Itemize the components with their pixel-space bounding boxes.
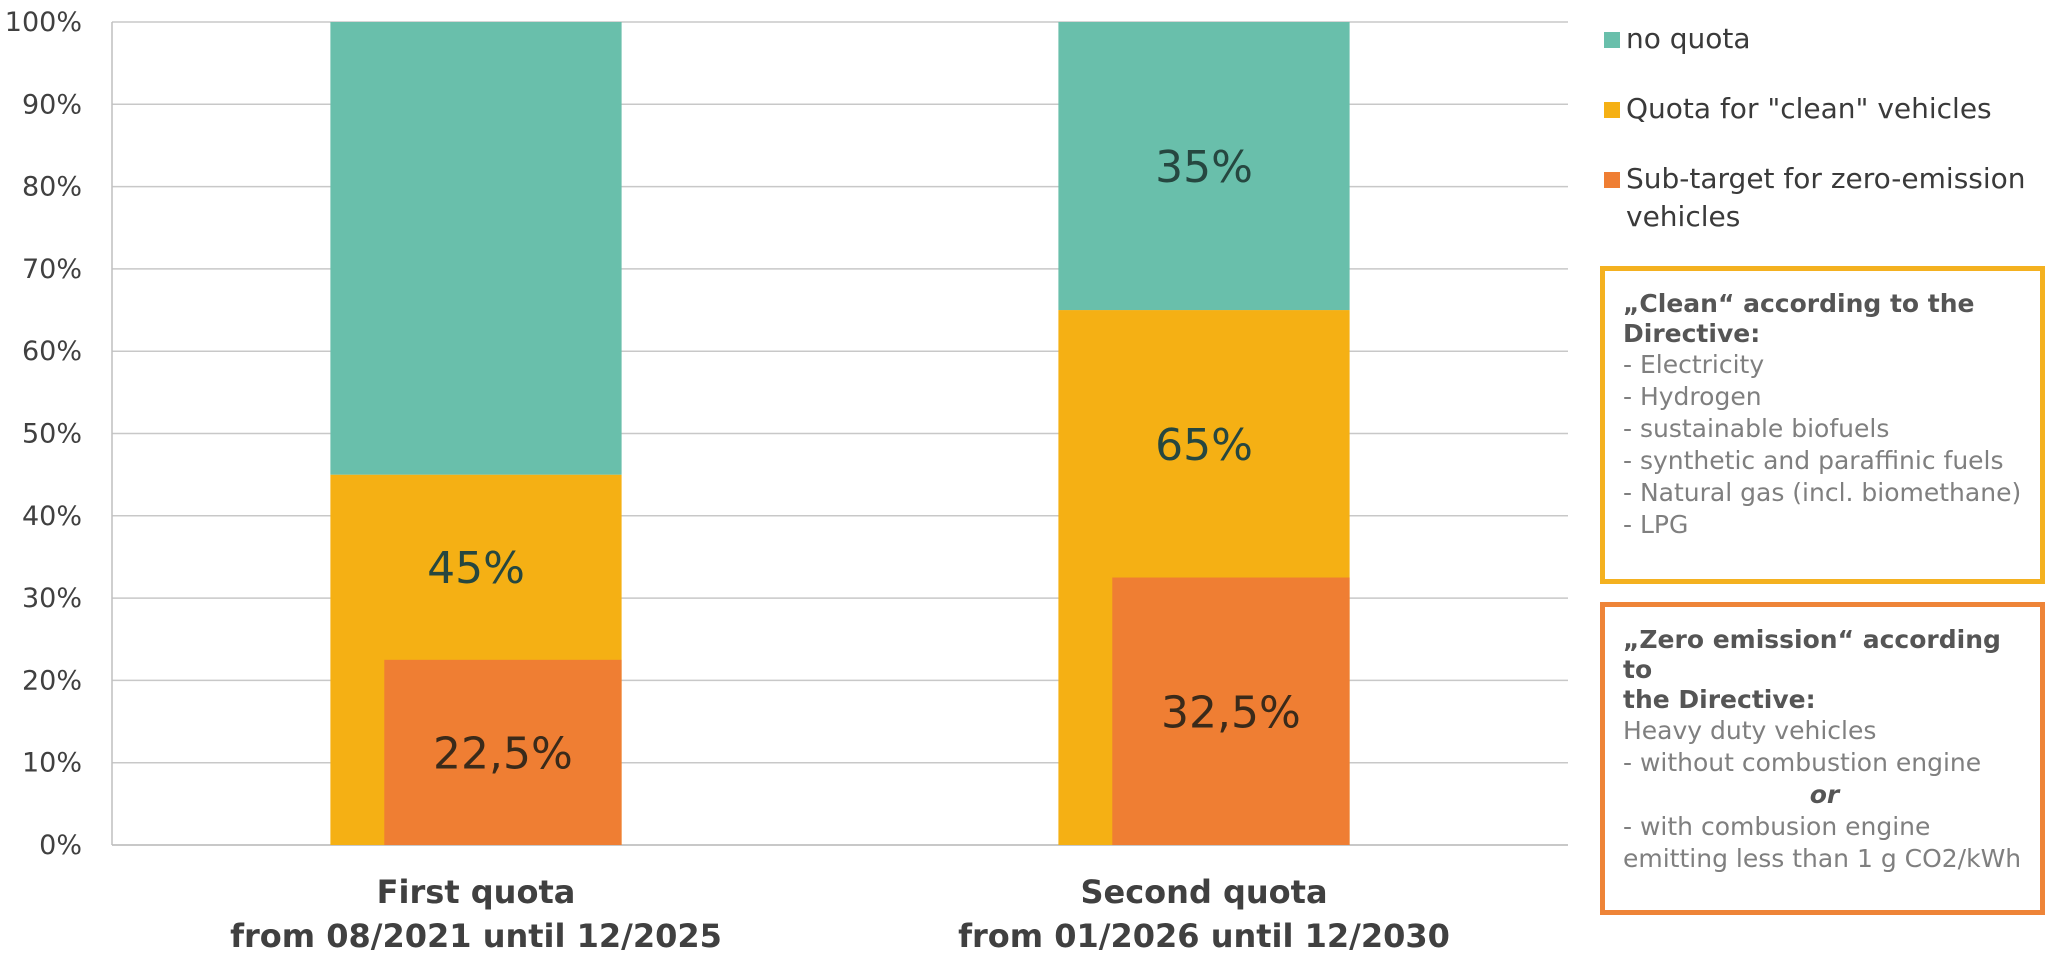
legend-item-clean: Quota for "clean" vehicles <box>1600 90 2050 128</box>
clean-box-item: - Electricity <box>1623 350 1765 379</box>
y-tick-label: 30% <box>22 583 82 614</box>
zero-box-or: or <box>1809 780 1840 809</box>
y-tick-label: 80% <box>22 172 82 203</box>
clean-box-item: - sustainable biofuels <box>1623 414 1890 443</box>
data-label: 32,5% <box>1161 687 1301 738</box>
stacked-bar-chart: 0% 10% 20% 30% 40% 50% 60% 70% 80% 90% 100% 45% 22,5… <box>5 7 1568 955</box>
clean-box-item: - synthetic and paraffinic fuels <box>1623 446 2004 475</box>
legend-label-zero-emission: Sub-target for zero-emission <box>1626 162 2026 195</box>
legend-label-zero-emission-cont: vehicles <box>1626 200 1741 233</box>
clean-box-item: - Natural gas (incl. biomethane) <box>1623 478 2022 507</box>
y-tick-label: 90% <box>22 89 82 120</box>
bar-segment <box>1112 577 1350 845</box>
zero-emission-definition-box: „Zero emission“ according to the Directi… <box>1600 602 2045 915</box>
data-label: 22,5% <box>433 728 573 779</box>
zero-box-heading-cont: the Directive: <box>1623 685 1816 714</box>
x-category-label: Second quota <box>1080 873 1327 911</box>
legend-swatch-clean <box>1604 102 1620 118</box>
y-tick-label: 20% <box>22 665 82 696</box>
legend-swatch-zero-emission <box>1604 172 1620 188</box>
clean-box-item: - Hydrogen <box>1623 382 1762 411</box>
y-tick-label: 100% <box>5 7 82 38</box>
legend-item-zero-emission: Sub-target for zero-emission vehicles <box>1600 160 2050 236</box>
data-label: 45% <box>427 543 525 594</box>
x-category-label: First quota <box>377 873 576 911</box>
legend-label-clean: Quota for "clean" vehicles <box>1626 92 1992 125</box>
clean-box-heading: „Clean“ according to the <box>1623 289 1975 318</box>
y-tick-label: 40% <box>22 501 82 532</box>
legend-label-no-quota: no quota <box>1626 22 1751 55</box>
zero-box-line: emitting less than 1 g CO2/kWh <box>1623 844 2022 873</box>
y-tick-label: 60% <box>22 336 82 367</box>
y-tick-label: 10% <box>22 748 82 779</box>
y-tick-label: 0% <box>39 830 82 861</box>
x-category-label: from 01/2026 until 12/2030 <box>958 917 1450 955</box>
data-label: 65% <box>1155 420 1253 471</box>
y-tick-label: 50% <box>22 419 82 450</box>
zero-box-heading: „Zero emission“ according to <box>1623 625 2001 684</box>
bar-segment <box>1058 22 1350 311</box>
bar-segment <box>330 22 622 475</box>
zero-box-line: Heavy duty vehicles <box>1623 716 1877 745</box>
legend-item-no-quota: no quota <box>1600 20 2050 58</box>
zero-box-line: - with combusion engine <box>1623 812 1931 841</box>
legend-swatch-no-quota <box>1604 32 1620 48</box>
bar-segment <box>384 659 622 845</box>
clean-box-heading-cont: Directive: <box>1623 319 1761 348</box>
data-label: 35% <box>1155 142 1253 193</box>
clean-definition-box: „Clean“ according to the Directive: - El… <box>1600 266 2045 584</box>
chart-legend: no quota Quota for "clean" vehicles Sub-… <box>1600 20 2050 268</box>
x-category-label: from 08/2021 until 12/2025 <box>230 917 722 955</box>
y-tick-label: 70% <box>22 254 82 285</box>
zero-box-line: - without combustion engine <box>1623 748 1982 777</box>
clean-box-item: - LPG <box>1623 510 1689 539</box>
